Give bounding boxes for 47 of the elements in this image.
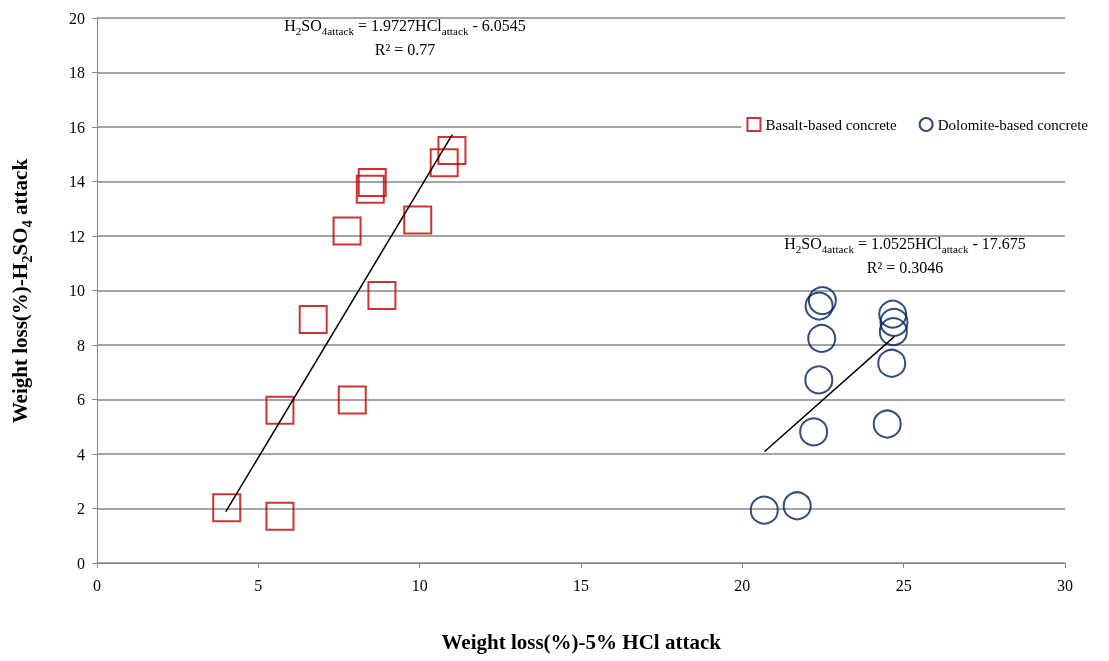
x-tick-label: 10 xyxy=(411,576,428,594)
point xyxy=(367,280,397,310)
point xyxy=(749,495,779,525)
y-tick-label: 2 xyxy=(77,500,85,517)
annotation: R² = 0.3046 xyxy=(866,259,944,277)
point xyxy=(878,317,908,347)
y-tick-label: 12 xyxy=(69,227,85,245)
point xyxy=(212,493,242,523)
x-tick-label: 30 xyxy=(1057,576,1073,594)
point xyxy=(879,307,909,337)
legend-label: Dolomite-based concrete xyxy=(937,116,1089,133)
legend-label: Basalt-based concrete xyxy=(765,116,897,133)
y-tick-label: 0 xyxy=(77,554,85,572)
y-tick-label: 10 xyxy=(69,282,85,299)
point xyxy=(265,501,295,531)
x-tick-label: 20 xyxy=(734,576,751,594)
point xyxy=(403,205,433,235)
point xyxy=(337,385,367,415)
point xyxy=(437,135,467,165)
point xyxy=(332,216,362,246)
point xyxy=(877,348,907,378)
x-tick-label: 25 xyxy=(895,576,912,594)
y-tick-label: 14 xyxy=(69,173,85,190)
point xyxy=(782,491,812,521)
y-tick-label: 16 xyxy=(69,118,85,136)
point xyxy=(878,299,908,329)
point xyxy=(429,148,459,178)
point xyxy=(265,395,295,425)
point xyxy=(799,417,829,447)
annotation: R² = 0.77 xyxy=(374,41,436,59)
x-tick-label: 15 xyxy=(573,576,589,594)
y-tick-label: 8 xyxy=(77,336,85,354)
y-tick-label: 20 xyxy=(69,9,85,27)
point xyxy=(804,365,834,395)
point xyxy=(355,174,385,204)
x-tick-label: 5 xyxy=(254,576,263,594)
point xyxy=(872,409,902,439)
y-tick-label: 18 xyxy=(69,64,85,81)
point xyxy=(807,323,837,353)
point xyxy=(357,168,387,198)
y-tick-label: 4 xyxy=(77,445,85,463)
annotation: H$_{2}$SO$_{4attack}$ = 1.9727HCl$_{attack}$ - 6.0545 xyxy=(284,16,526,38)
annotation: H$_{2}$SO$_{4attack}$ = 1.0525HCl$_{attack}$ - 17.675 xyxy=(784,234,1026,256)
point xyxy=(298,304,328,334)
x-tick-label: 0 xyxy=(93,576,101,594)
x-axis-title: Weight loss(%)-5% HCl attack xyxy=(441,630,721,655)
y-tick-label: 6 xyxy=(77,391,85,408)
